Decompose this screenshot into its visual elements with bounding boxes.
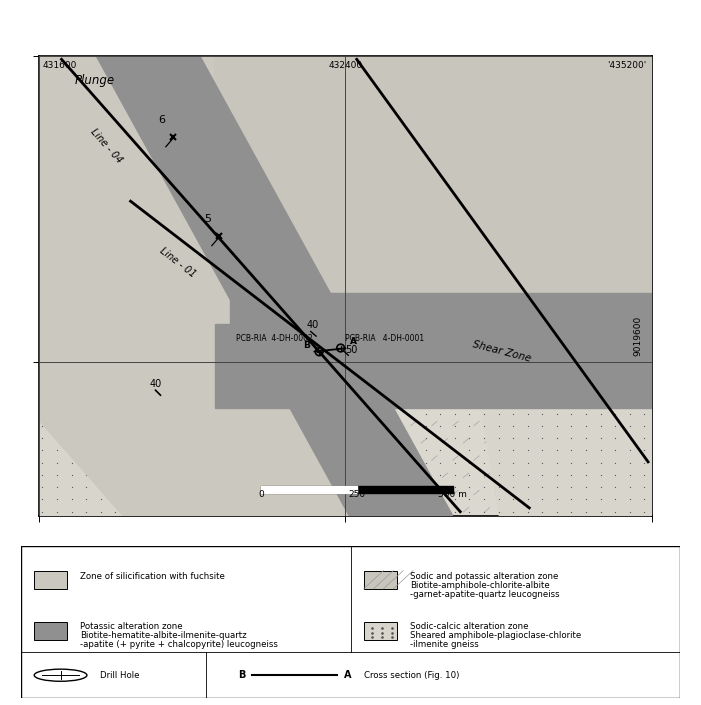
Text: 40: 40 [150, 379, 162, 389]
Text: 9019600: 9019600 [633, 317, 642, 357]
Text: 6: 6 [158, 115, 165, 125]
Text: Sodic and potassic alteration zone: Sodic and potassic alteration zone [410, 572, 558, 581]
Polygon shape [422, 56, 652, 515]
Text: B: B [238, 670, 245, 680]
Text: Sheared amphibole-plagioclase-chlorite: Sheared amphibole-plagioclase-chlorite [410, 631, 581, 640]
Polygon shape [96, 56, 453, 515]
Text: Sodic-calcic alteration zone: Sodic-calcic alteration zone [410, 623, 529, 631]
Text: Plunge: Plunge [75, 74, 115, 87]
Bar [34, 570, 67, 589]
Text: 50: 50 [345, 345, 358, 355]
Text: A: A [350, 338, 357, 346]
Text: 500 m: 500 m [438, 490, 467, 499]
Text: Drill Hole: Drill Hole [100, 670, 139, 680]
Polygon shape [230, 293, 652, 405]
Text: Biotite-amphibole-chlorite-albite: Biotite-amphibole-chlorite-albite [410, 581, 550, 590]
Bar [364, 622, 397, 640]
Text: 40: 40 [306, 321, 318, 331]
Polygon shape [215, 56, 652, 305]
Text: Zone of silicification with fuchsite: Zone of silicification with fuchsite [81, 572, 225, 581]
Text: Line - 04: Line - 04 [88, 126, 124, 165]
Text: A: A [344, 670, 351, 680]
Text: PCB-RIA  4-DH-0002: PCB-RIA 4-DH-0002 [236, 334, 313, 343]
Text: -ilmenite gneiss: -ilmenite gneiss [410, 640, 479, 649]
Text: B: B [304, 341, 311, 350]
Text: 0: 0 [258, 490, 264, 499]
Bar [34, 622, 67, 640]
Text: PCB-RIA   4-DH-0001: PCB-RIA 4-DH-0001 [345, 333, 424, 343]
Text: '435200': '435200' [607, 61, 646, 70]
Text: Biotite-hematite-albite-ilmenite-quartz: Biotite-hematite-albite-ilmenite-quartz [81, 631, 247, 640]
Text: 432400: 432400 [328, 61, 362, 70]
Text: 5: 5 [204, 214, 211, 224]
Polygon shape [215, 324, 652, 408]
Text: Potassic alteration zone: Potassic alteration zone [81, 623, 183, 631]
Text: -garnet-apatite-quartz leucogneiss: -garnet-apatite-quartz leucogneiss [410, 590, 559, 599]
Text: 250: 250 [348, 490, 365, 499]
Text: 431600: 431600 [42, 61, 77, 70]
Text: Line - 01: Line - 01 [158, 246, 197, 280]
Polygon shape [39, 56, 422, 515]
Text: Cross section (Fig. 10): Cross section (Fig. 10) [364, 670, 459, 680]
Text: -apatite (+ pyrite + chalcopyrite) leucogneiss: -apatite (+ pyrite + chalcopyrite) leuco… [81, 640, 278, 649]
Text: Shear Zone: Shear Zone [472, 340, 532, 364]
Polygon shape [39, 400, 123, 515]
Bar [364, 570, 397, 589]
